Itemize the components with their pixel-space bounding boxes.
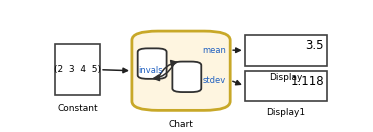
- Text: Constant: Constant: [57, 104, 98, 113]
- FancyBboxPatch shape: [245, 71, 327, 101]
- FancyBboxPatch shape: [132, 31, 230, 110]
- Text: invals: invals: [138, 66, 163, 75]
- Text: 3.5: 3.5: [305, 39, 324, 52]
- FancyBboxPatch shape: [55, 44, 100, 95]
- Text: Display: Display: [269, 73, 303, 82]
- FancyBboxPatch shape: [172, 62, 201, 92]
- Text: (2  3  4  5): (2 3 4 5): [54, 65, 101, 74]
- FancyBboxPatch shape: [138, 48, 167, 79]
- Text: mean: mean: [202, 46, 226, 55]
- FancyBboxPatch shape: [245, 35, 327, 66]
- Text: stdev: stdev: [203, 76, 226, 85]
- Text: Chart: Chart: [169, 119, 194, 129]
- Text: Display1: Display1: [266, 108, 305, 117]
- Text: 1.118: 1.118: [291, 75, 324, 88]
